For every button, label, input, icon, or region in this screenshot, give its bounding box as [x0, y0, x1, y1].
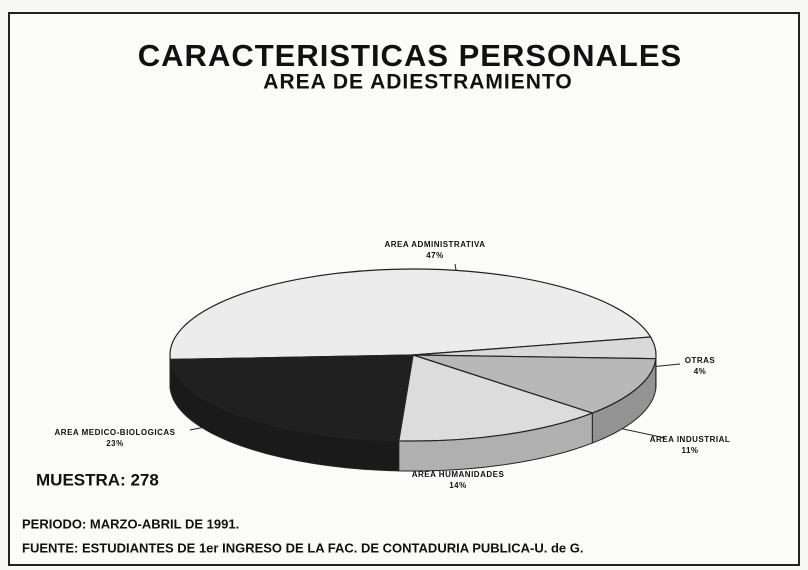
period-note: PERIODO: MARZO-ABRIL DE 1991. [22, 516, 239, 531]
slice-value-label: 23% [106, 439, 124, 448]
slice-label: AREA INDUSTRIAL [650, 435, 731, 444]
pie-slice [169, 354, 414, 442]
slice-value-label: 11% [681, 446, 698, 455]
chart-subtitle: AREA DE ADIESTRAMIENTO [263, 71, 572, 94]
pie-slice [398, 354, 595, 442]
sample-note: MUESTRA: 278 [36, 470, 159, 489]
slice-label: OTRAS [685, 356, 716, 365]
pie-slice [412, 354, 657, 414]
slice-label: AREA ADMINISTRATIVA [384, 240, 485, 249]
source-note: FUENTE: ESTUDIANTES DE 1er INGRESO DE LA… [22, 540, 583, 555]
slice-value-label: 4% [694, 367, 707, 376]
slice-value-label: 14% [449, 481, 467, 490]
slice-value-label: 47% [426, 251, 444, 260]
slice-label: AREA MEDICO-BIOLOGICAS [55, 428, 176, 437]
slice-label: AREA HUMANIDADES [412, 470, 505, 479]
pie-slice [169, 268, 652, 361]
chart-title: CARACTERISTICAS PERSONALES [138, 38, 682, 73]
